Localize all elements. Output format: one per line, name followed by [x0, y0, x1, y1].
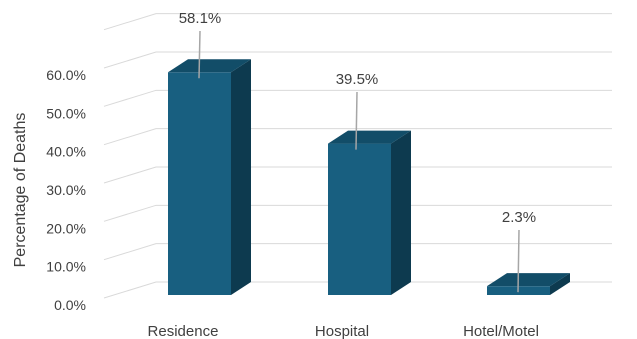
- gridline: [103, 166, 612, 184]
- y-axis-title: Percentage of Deaths: [12, 113, 29, 268]
- x-axis-categories: Residence Hospital Hotel/Motel: [148, 323, 539, 339]
- y-tick-label: 10.0%: [46, 259, 86, 275]
- y-tick-label: 50.0%: [46, 105, 86, 121]
- y-tick-label: 20.0%: [46, 220, 86, 236]
- data-labels: 58.1% 39.5% 2.3%: [179, 10, 536, 293]
- bar-hospital: [328, 130, 411, 295]
- x-category-label: Residence: [148, 323, 219, 339]
- x-category-label: Hospital: [315, 323, 369, 339]
- data-label: 2.3%: [502, 209, 536, 226]
- data-label-leader: [198, 30, 201, 79]
- bar-front: [168, 72, 231, 296]
- bar-front: [328, 143, 391, 295]
- y-tick-label: 40.0%: [46, 144, 86, 160]
- data-label: 39.5%: [336, 71, 379, 88]
- gridline: [103, 204, 612, 222]
- gridline: [103, 51, 612, 69]
- y-tick-label: 60.0%: [46, 67, 86, 83]
- y-tick-label: 0.0%: [54, 297, 86, 313]
- gridlines: [103, 13, 612, 299]
- data-label-leader: [355, 91, 358, 150]
- bar-top: [328, 130, 411, 144]
- bar-top: [487, 273, 570, 287]
- bars: [168, 59, 570, 296]
- gridline: [103, 89, 612, 107]
- bar-side: [231, 59, 251, 296]
- data-label-leader: [517, 229, 520, 293]
- gridline: [103, 243, 612, 261]
- bar-side: [550, 273, 570, 295]
- bar-residence: [168, 59, 251, 296]
- y-tick-label: 30.0%: [46, 182, 86, 198]
- bar-top: [168, 59, 251, 73]
- y-axis-ticks: 0.0% 10.0% 20.0% 30.0% 40.0% 50.0% 60.0%: [46, 67, 86, 313]
- bar-side: [391, 130, 411, 295]
- gridline: [103, 13, 612, 31]
- gridline: [103, 128, 612, 146]
- x-category-label: Hotel/Motel: [463, 323, 539, 339]
- data-label: 58.1%: [179, 10, 222, 27]
- gridline: [103, 281, 612, 299]
- bar-hotel-motel: [487, 273, 570, 295]
